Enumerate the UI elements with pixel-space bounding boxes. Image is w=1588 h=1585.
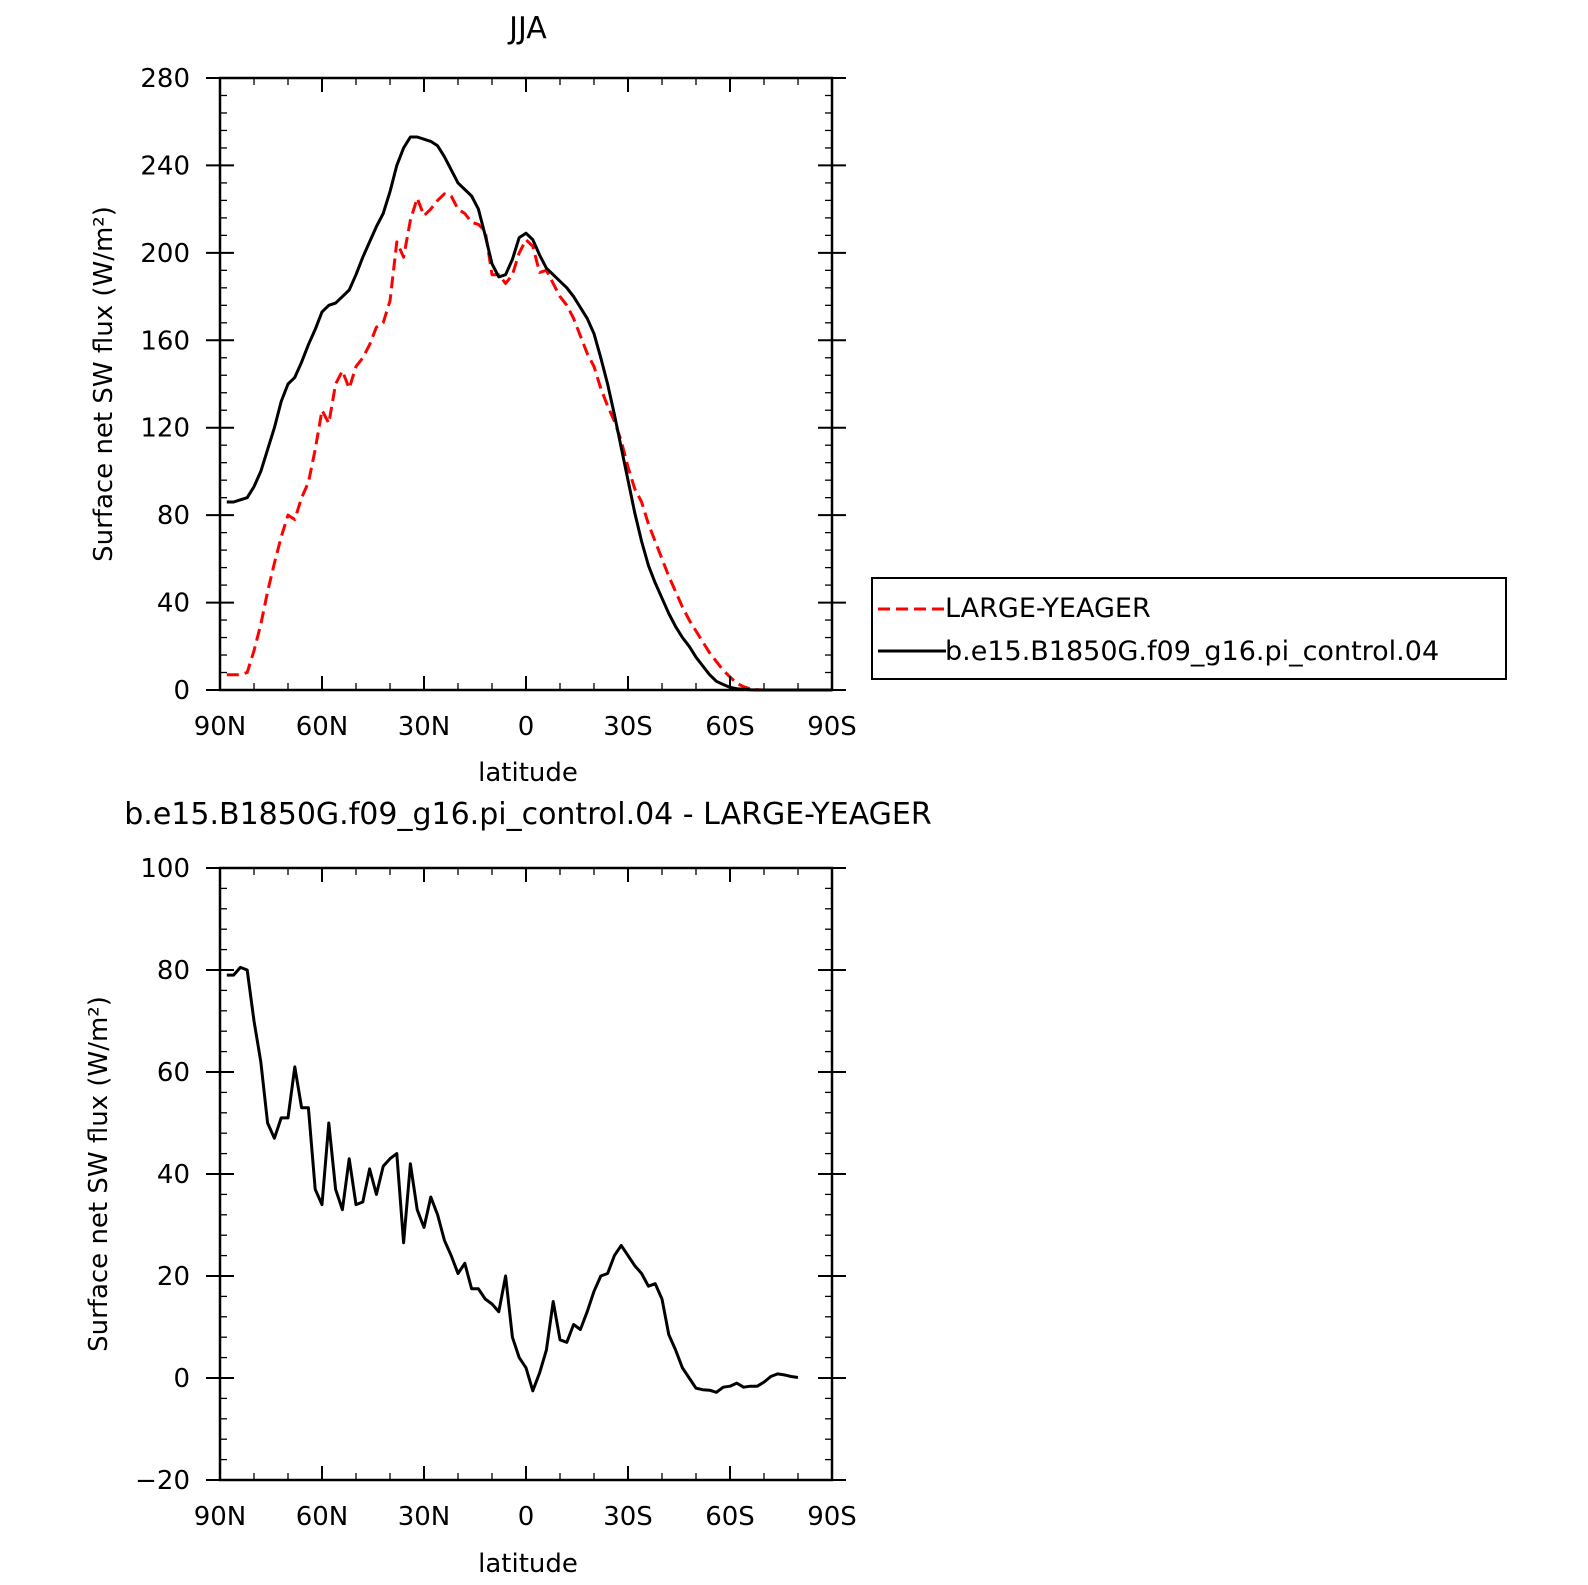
bottom-chart-y-tick-label: 0 <box>173 1364 190 1394</box>
top-chart-x-tick-label: 30N <box>398 712 451 742</box>
top-chart-y-tick-label: 240 <box>140 151 190 181</box>
top-chart-x-tick-label: 90S <box>807 712 857 742</box>
bottom-chart-frame <box>218 866 834 1482</box>
top-chart-y-tick-label: 120 <box>140 414 190 444</box>
bottom-chart-y-tick-label: 60 <box>157 1058 190 1088</box>
bottom-chart-x-tick-label: 90S <box>807 1502 857 1532</box>
top-chart-x-tick-label: 30S <box>603 712 653 742</box>
top-chart-y-tick-label: 0 <box>173 676 190 706</box>
top-chart-x-tick-label: 90N <box>194 712 247 742</box>
top-chart-y-axis-label: Surface net SW flux (W/m²) <box>89 206 119 562</box>
top-chart-x-tick-label: 60S <box>705 712 755 742</box>
top-chart-y-tick-label: 200 <box>140 239 190 269</box>
bottom-chart-y-tick-label: 100 <box>140 854 190 884</box>
top-chart-y-tick-label: 80 <box>157 501 190 531</box>
bottom-chart-x-axis-label: latitude <box>478 1549 578 1579</box>
bottom-chart-x-tick-label: 0 <box>518 1502 535 1532</box>
bottom-chart-y-axis-label: Surface net SW flux (W/m²) <box>84 996 114 1352</box>
legend-box <box>871 577 1507 680</box>
legend-entry-large-yeager: LARGE-YEAGER <box>945 593 1151 624</box>
legend-entry-control: b.e15.B1850G.f09_g16.pi_control.04 <box>945 636 1439 667</box>
legend: LARGE-YEAGER b.e15.B1850G.f09_g16.pi_con… <box>871 577 1507 680</box>
bottom-chart-x-tick-label: 60S <box>705 1502 755 1532</box>
bottom-chart-y-tick-label: −20 <box>135 1466 190 1496</box>
top-chart-title: JJA <box>507 11 547 46</box>
top-chart-series-line-1 <box>226 135 832 692</box>
top-chart-x-tick-label: 0 <box>518 712 535 742</box>
bottom-chart-x-tick-label: 30N <box>398 1502 451 1532</box>
top-chart-y-tick-label: 160 <box>140 326 190 356</box>
bottom-chart-y-tick-label: 80 <box>157 956 190 986</box>
bottom-chart: b.e15.B1850G.f09_g16.pi_control.04 - LAR… <box>84 797 932 1579</box>
top-chart-frame <box>218 76 834 692</box>
top-chart-y-tick-label: 280 <box>140 64 190 94</box>
top-chart-series-line-0 <box>226 192 832 692</box>
top-chart-y-tick-label: 40 <box>157 589 190 619</box>
bottom-chart-series-line-0 <box>226 965 799 1394</box>
top-chart-x-axis-label: latitude <box>478 758 578 788</box>
top-chart: JJA 90N 60N 30N 0 30S 60S 90S 0 40 80 120 160 200 240… <box>89 11 857 788</box>
bottom-chart-x-tick-label: 30S <box>603 1502 653 1532</box>
bottom-chart-x-tick-label: 90N <box>194 1502 247 1532</box>
bottom-chart-x-tick-label: 60N <box>296 1502 349 1532</box>
top-chart-x-tick-label: 60N <box>296 712 349 742</box>
bottom-chart-title: b.e15.B1850G.f09_g16.pi_control.04 - LAR… <box>124 797 931 832</box>
bottom-chart-y-tick-label: 40 <box>157 1160 190 1190</box>
bottom-chart-y-tick-label: 20 <box>157 1262 190 1292</box>
